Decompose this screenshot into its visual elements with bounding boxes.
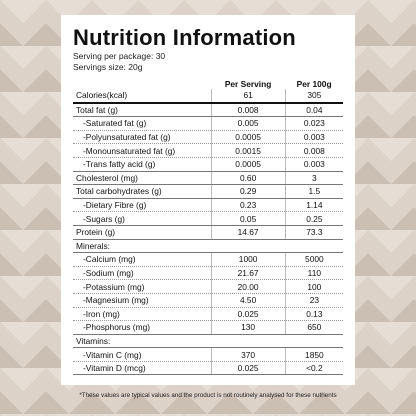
nutrient-row: -Polyunsaturated fat (g) 0.0005 0.003 [73, 130, 343, 145]
nutrient-value: 0.025 [210, 361, 286, 376]
nutrient-row: -Calcium (mg) 1000 5000 [73, 252, 343, 267]
nutrient-label: -Vitamin C (mg) [73, 347, 211, 362]
nutrient-label: -Magnesium (mg) [73, 293, 211, 308]
nutrient-row: -Monounsaturated fat (g) 0.0015 0.008 [73, 143, 343, 158]
nutrient-value: 100 [284, 279, 343, 294]
nutrient-row: Calories(kcal) 61 305 [73, 89, 343, 104]
nutrient-value: <0.2 [284, 361, 343, 376]
nutrient-row: -Vitamin C (mg) 370 1850 [73, 347, 343, 362]
nutrient-value: 0.003 [284, 157, 343, 172]
nutrition-panel: Nutrition Information Serving per packag… [61, 15, 355, 385]
nutrient-value: 0.25 [284, 211, 343, 226]
nutrient-value: 0.008 [210, 102, 286, 118]
nutrient-row: -Sodium (mg) 21.67 110 [73, 266, 343, 281]
nutrient-label: -Saturated fat (g) [73, 116, 211, 131]
nutrient-value: 0.025 [210, 307, 286, 322]
nutrient-label: -Sugars (g) [73, 211, 211, 226]
nutrient-value: 0.04 [284, 102, 343, 118]
title: Nutrition Information [73, 25, 296, 50]
nutrient-value: 1850 [284, 347, 343, 362]
nutrient-value: 650 [284, 320, 343, 335]
nutrient-value: 5000 [284, 252, 343, 267]
nutrient-row: -Vitamin D (mcg) 0.025 <0.2 [73, 361, 343, 376]
nutrient-value: 0.0005 [210, 157, 286, 172]
nutrient-value: 21.67 [210, 266, 286, 281]
nutrient-value: 130 [210, 320, 286, 335]
nutrient-value: 0.023 [284, 116, 343, 131]
header-row: Per Serving Per 100g [73, 78, 343, 89]
nutrient-row: -Sugars (g) 0.05 0.25 [73, 211, 343, 226]
nutrient-value: 305 [284, 89, 343, 104]
footnote: *These values are typical values and the… [79, 392, 337, 399]
nutrient-label: Vitamins: [73, 334, 343, 349]
nutrient-row: Protein (g) 14.67 73.3 [73, 225, 343, 240]
nutrient-row: Vitamins: [73, 334, 343, 349]
nutrient-value: 0.23 [210, 198, 286, 213]
nutrient-value: 0.0015 [210, 143, 286, 158]
column-header: Per Serving [224, 78, 272, 89]
nutrient-value: 0.0005 [210, 130, 286, 145]
nutrient-label: -Iron (mg) [73, 307, 211, 322]
nutrient-label: -Phosphorus (mg) [73, 320, 211, 335]
nutrient-value: 61 [210, 89, 286, 104]
nutrient-label: -Trans fatty acid (g) [73, 157, 211, 172]
nutrient-value: 0.008 [284, 143, 343, 158]
nutrient-value: 73.3 [284, 225, 343, 240]
nutrient-row: -Phosphorus (mg) 130 650 [73, 320, 343, 335]
nutrient-value: 370 [210, 347, 286, 362]
nutrient-value: 3 [284, 171, 343, 186]
nutrient-row: -Magnesium (mg) 4.50 23 [73, 293, 343, 308]
nutrient-label: -Potassium (mg) [73, 279, 211, 294]
nutrient-row: -Saturated fat (g) 0.005 0.023 [73, 116, 343, 131]
nutrient-label: Total carbohydrates (g) [73, 184, 211, 199]
nutrient-row: Total fat (g) 0.008 0.04 [73, 102, 343, 118]
nutrient-value: 1.5 [284, 184, 343, 199]
nutrient-label: Protein (g) [73, 225, 211, 240]
nutrient-row: Minerals: [73, 239, 343, 254]
nutrient-row: Cholesterol (mg) 0.60 3 [73, 171, 343, 186]
nutrient-label: Calories(kcal) [73, 89, 211, 104]
nutrient-label: Total fat (g) [73, 102, 211, 118]
nutrient-value: 0.005 [210, 116, 286, 131]
nutrient-label: Minerals: [73, 239, 343, 254]
nutrient-value: 110 [284, 266, 343, 281]
nutrient-value: 14.67 [210, 225, 286, 240]
nutrient-row: -Trans fatty acid (g) 0.0005 0.003 [73, 157, 343, 172]
serving-per-package: Serving per package: 30 [73, 51, 166, 61]
nutrient-row: -Potassium (mg) 20.00 100 [73, 279, 343, 294]
nutrient-label: -Monounsaturated fat (g) [73, 143, 211, 158]
nutrient-row: Total carbohydrates (g) 0.29 1.5 [73, 184, 343, 199]
nutrition-table: Per Serving Per 100g Calories(kcal) 61 305… [73, 78, 343, 376]
nutrient-label: -Vitamin D (mcg) [73, 361, 211, 376]
nutrient-value: 0.29 [210, 184, 286, 199]
nutrient-value: 20.00 [210, 279, 286, 294]
nutrient-value: 23 [284, 293, 343, 308]
serving-size: Servings size: 20g [73, 62, 143, 72]
nutrient-value: 0.003 [284, 130, 343, 145]
nutrient-label: Cholesterol (mg) [73, 171, 211, 186]
nutrient-label: -Calcium (mg) [73, 252, 211, 267]
nutrient-value: 4.50 [210, 293, 286, 308]
nutrient-value: 1000 [210, 252, 286, 267]
nutrient-value: 0.13 [284, 307, 343, 322]
nutrient-value: 1.14 [284, 198, 343, 213]
nutrient-row: -Iron (mg) 0.025 0.13 [73, 307, 343, 322]
nutrient-row: -Dietary Fibre (g) 0.23 1.14 [73, 198, 343, 213]
nutrient-label: -Dietary Fibre (g) [73, 198, 211, 213]
nutrient-value: 0.60 [210, 171, 286, 186]
column-header: Per 100g [296, 78, 332, 89]
nutrient-label: -Sodium (mg) [73, 266, 211, 281]
nutrient-value: 0.05 [210, 211, 286, 226]
nutrient-label: -Polyunsaturated fat (g) [73, 130, 211, 145]
